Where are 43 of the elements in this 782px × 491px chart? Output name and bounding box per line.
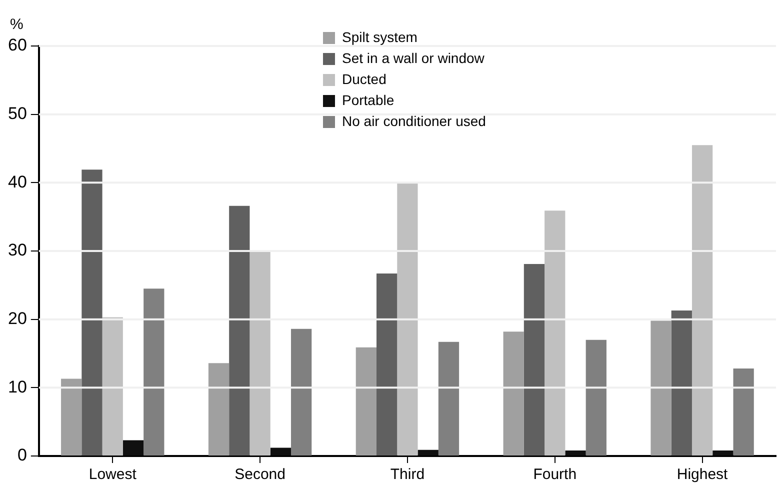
legend-label: Portable: [342, 91, 394, 110]
y-tick-label: 0: [17, 446, 27, 465]
bar: [712, 450, 734, 456]
bar: [733, 368, 754, 456]
bar: [376, 274, 398, 456]
legend-label: Spilt system: [342, 28, 418, 47]
bar: [692, 145, 713, 456]
bar: [61, 378, 82, 456]
legend-label: No air conditioner used: [342, 112, 486, 131]
y-axis-title: %: [10, 16, 24, 33]
bar: [565, 450, 586, 456]
x-tick-label: Fourth: [533, 466, 577, 484]
bar: [544, 210, 566, 456]
x-tick-label: Highest: [676, 466, 729, 484]
legend-label: Set in a wall or window: [342, 49, 484, 68]
bar: [82, 170, 102, 456]
legend-label: Ducted: [342, 70, 386, 89]
x-tick-label: Second: [234, 466, 286, 484]
bar: [438, 342, 460, 456]
bar: [524, 264, 545, 456]
bar: [122, 440, 144, 456]
y-tick-label: 60: [8, 36, 27, 55]
bar: [229, 206, 250, 456]
y-tick-label: 30: [8, 240, 27, 260]
bar: [356, 347, 376, 456]
x-tick-label: Third: [390, 466, 425, 484]
bar: [671, 310, 692, 456]
bar: [144, 288, 164, 456]
y-tick-label: 10: [8, 377, 27, 396]
bar: [102, 317, 123, 456]
bar: [270, 448, 291, 456]
bar: [208, 363, 230, 456]
bar: [290, 328, 312, 456]
bar: [397, 183, 418, 456]
bar: [503, 332, 524, 456]
y-tick-label: 50: [8, 104, 27, 124]
bar: [418, 450, 438, 456]
bar: [650, 320, 672, 456]
x-tick-label: Lowest: [88, 466, 138, 484]
y-tick-label: 40: [8, 172, 27, 192]
y-tick-label: 20: [8, 309, 27, 328]
bar: [250, 251, 270, 456]
bar: [586, 340, 606, 456]
